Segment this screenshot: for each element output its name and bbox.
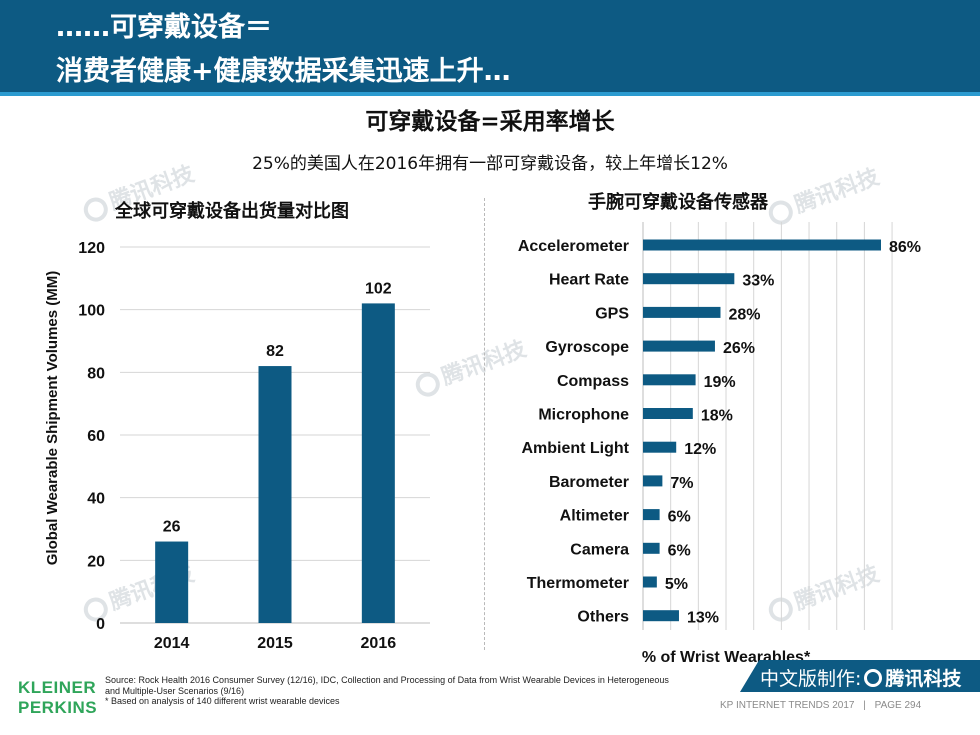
- y-tick-label: 100: [78, 303, 105, 320]
- bar-data-label: 82: [266, 343, 284, 360]
- producer-badge-text: 中文版制作: 腾讯科技: [760, 664, 961, 691]
- main-title: 可穿戴设备=采用率增长: [365, 109, 615, 135]
- sensor-bar: [643, 306, 721, 318]
- bar: [155, 541, 189, 623]
- sensor-bar: [643, 542, 660, 554]
- producer-prefix: 中文版制作:: [760, 668, 862, 690]
- kleiner-perkins-logo: KLEINER PERKINS: [18, 678, 97, 718]
- category-label: Others: [577, 609, 629, 626]
- bar-data-label: 28%: [728, 306, 760, 323]
- bar: [361, 303, 395, 623]
- bar-data-label: 86%: [889, 239, 921, 256]
- source-line-2: and Multiple-User Scenarios (9/16): [105, 685, 245, 696]
- logo-line-2: PERKINS: [18, 698, 98, 717]
- sensor-bar: [643, 374, 696, 386]
- sensor-bar: [643, 441, 677, 453]
- x-tick-label: 2015: [257, 635, 293, 652]
- subtitle: 25%的美国人在2016年拥有一部可穿戴设备，较上年增长12%: [252, 154, 728, 174]
- category-label: Thermometer: [527, 575, 629, 592]
- header-line-1: ……可穿戴设备＝: [56, 12, 272, 43]
- panel-divider: [484, 198, 485, 650]
- logo-line-1: KLEINER: [18, 678, 97, 697]
- sensor-bar: [643, 273, 735, 285]
- sensor-bar: [643, 610, 679, 622]
- category-label: Heart Rate: [549, 272, 629, 289]
- bar-data-label: 26: [163, 519, 181, 536]
- category-label: Altimeter: [560, 508, 629, 525]
- sensor-bar: [643, 340, 715, 352]
- source-line-3: * Based on analysis of 140 different wri…: [105, 696, 340, 706]
- sensor-bar-chart: Accelerometer 86% Heart Rate 33% GPS 28% Gyros…: [518, 222, 921, 666]
- sensor-bar: [643, 509, 660, 521]
- bar-data-label: 12%: [684, 441, 716, 458]
- report-name: KP INTERNET TRENDS 2017: [720, 700, 855, 711]
- bar-data-label: 18%: [701, 408, 733, 425]
- sensor-bar: [643, 239, 881, 251]
- sensor-bar: [643, 475, 663, 487]
- shipment-chart-title: 全球可穿戴设备出货量对比图: [115, 201, 349, 222]
- y-tick-label: 80: [87, 365, 105, 382]
- sensor-bar: [643, 576, 657, 588]
- bar-data-label: 7%: [670, 475, 693, 492]
- category-label: Ambient Light: [521, 440, 629, 457]
- category-label: Barometer: [549, 474, 629, 491]
- bar-data-label: 33%: [742, 273, 774, 290]
- producer-brand: 腾讯科技: [885, 668, 962, 690]
- shipment-bar-chart: 0 20 40 60 80 100 120 26 2014 82 2015 102 2016 Global…: [44, 240, 430, 652]
- category-label: GPS: [595, 305, 629, 322]
- y-tick-label: 20: [87, 553, 105, 570]
- bar-data-label: 13%: [687, 610, 719, 627]
- header-banner: [0, 0, 980, 92]
- y-tick-label: 0: [96, 616, 105, 633]
- header-line-2: 消费者健康+健康数据采集迅速上升…: [56, 56, 511, 87]
- sensor-chart-title: 手腕可穿戴设备传感器: [588, 192, 768, 213]
- footer-page-info: KP INTERNET TRENDS 2017 | PAGE 294: [720, 700, 921, 711]
- producer-badge: [740, 660, 980, 692]
- bar-data-label: 26%: [723, 340, 755, 357]
- page-number: PAGE 294: [874, 700, 922, 711]
- tencent-logo-icon: [864, 669, 883, 687]
- category-label: Microphone: [538, 407, 629, 424]
- bar-data-label: 6%: [668, 542, 691, 559]
- source-note: Source: Rock Health 2016 Consumer Survey…: [105, 675, 715, 707]
- y-tick-label: 60: [87, 428, 105, 445]
- footer-separator: |: [863, 700, 866, 711]
- bar-data-label: 102: [365, 280, 392, 297]
- bar: [258, 366, 292, 623]
- source-line-1: Source: Rock Health 2016 Consumer Survey…: [105, 675, 669, 685]
- header-stripe: [0, 92, 980, 96]
- y-tick-label: 120: [78, 240, 105, 257]
- category-label: Camera: [570, 541, 629, 558]
- category-label: Accelerometer: [518, 238, 629, 255]
- bar-data-label: 5%: [665, 576, 688, 593]
- y-tick-label: 40: [87, 491, 105, 508]
- x-tick-label: 2016: [361, 635, 397, 652]
- sensor-bar: [643, 408, 693, 419]
- bar-data-label: 19%: [704, 374, 736, 391]
- bar-data-label: 6%: [668, 509, 691, 526]
- category-label: Gyroscope: [545, 339, 629, 356]
- x-tick-label: 2014: [154, 635, 190, 652]
- y-axis-label: Global Wearable Shipment Volumes (MM): [44, 271, 61, 566]
- category-label: Compass: [557, 373, 629, 390]
